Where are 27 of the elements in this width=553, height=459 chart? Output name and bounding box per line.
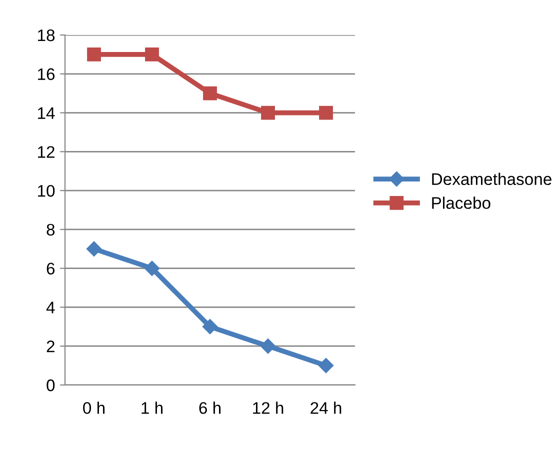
point	[319, 106, 333, 120]
y-tick-label: 14	[38, 107, 55, 119]
point	[261, 106, 275, 120]
y-tick-label: 4	[46, 302, 55, 314]
point	[203, 86, 217, 100]
point	[318, 358, 334, 374]
x-tick-label: 12 h	[253, 402, 284, 414]
y-tick-label: 12	[38, 146, 54, 158]
point	[202, 319, 218, 334]
y-tick-label: 16	[38, 68, 55, 80]
point	[145, 48, 159, 62]
point	[87, 48, 101, 62]
y-tick-label: 10	[38, 184, 55, 197]
y-tick-label: 2	[46, 340, 54, 352]
y-tick-label: 0	[46, 379, 55, 392]
legend-label: Placebo	[432, 196, 490, 209]
y-tick-label: 18	[38, 29, 55, 42]
x-tick-label: 1 h	[142, 402, 163, 414]
point	[260, 338, 276, 354]
point	[86, 241, 102, 256]
y-tick-label: 8	[46, 224, 55, 236]
y-tick-label: 6	[46, 262, 55, 275]
legend-label: Dexamethasone	[432, 172, 552, 186]
point	[144, 260, 160, 276]
x-tick-label: 6 h	[199, 402, 221, 414]
x-tick-label: 0 h	[83, 402, 105, 414]
x-tick-label: 24 h	[310, 402, 342, 414]
